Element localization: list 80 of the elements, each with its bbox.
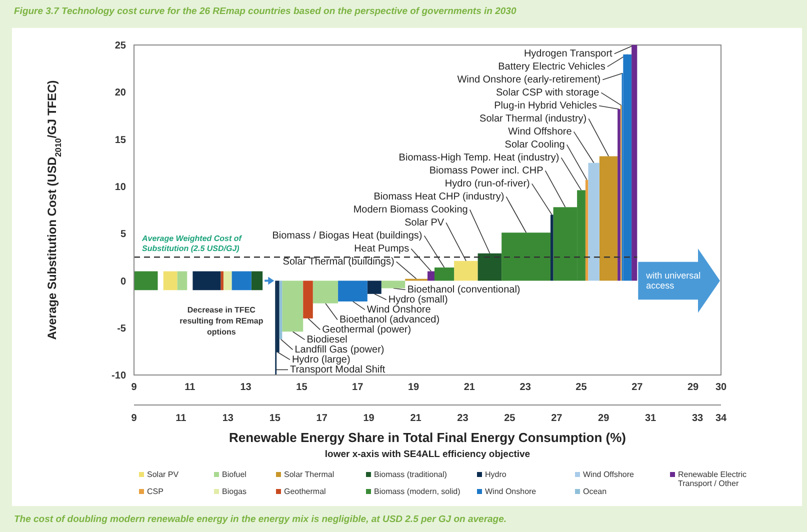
x2-tick-label: 27 <box>551 413 563 424</box>
annotation: Biomass / Biogas Heat (buildings) <box>272 230 422 242</box>
annotation: Battery Electric Vehicles <box>498 62 606 73</box>
annotation: Hydro (small) <box>388 294 448 306</box>
x-tick-label: 30 <box>715 382 727 394</box>
x-axis-title: Renewable Energy Share in Total Final Energy Consumption (%) <box>228 430 628 445</box>
y-tick-label: 10 <box>114 182 126 193</box>
annotation: Wind Onshore (early-retirement) <box>457 74 601 86</box>
y-tick-label: 15 <box>114 134 126 146</box>
x2-tick-label: 33 <box>692 413 704 424</box>
x-tick-label: 13 <box>240 382 252 394</box>
annotation: Hydro (large) <box>292 354 350 366</box>
legend-label: CSP <box>147 487 164 496</box>
x-tick-label: 27 <box>632 382 644 394</box>
x2-axis-title: lower x-axis with SE4ALL efficiency objective <box>324 449 532 460</box>
annotation: Biomass Heat CHP (industry) <box>374 192 504 203</box>
legend-label: Renewable Electric Transport / Other <box>678 470 748 488</box>
x-tick-label: 19 <box>408 382 420 394</box>
x-tick-label: 25 <box>576 382 588 394</box>
legend-label: Solar Thermal <box>284 470 334 479</box>
legend-label: Ocean <box>583 487 607 496</box>
annotation: Bioethanol (advanced) <box>339 314 440 326</box>
x2-tick-label: 13 <box>222 413 234 424</box>
annotation: Geothermal (power) <box>322 324 412 336</box>
ref-line-label: Average Weighted Cost of Substitution (2.5 USD/GJ) <box>141 234 243 254</box>
x2-tick-label: 29 <box>598 413 610 424</box>
annotation: Transport Modal Shift <box>290 364 386 376</box>
text: The cost of doubling modern renewable energy in the energy mix is negligible, at USD 2.5 per GJ on average. <box>14 514 507 525</box>
legend-label: Solar PV <box>147 470 179 479</box>
annotation: Solar CSP with storage <box>496 88 600 99</box>
annotation: Plug-in Hybrid Vehicles <box>494 100 597 112</box>
x-tick-label: 15 <box>296 382 308 394</box>
x2-tick-label: 11 <box>176 413 187 424</box>
annotation: Landfill Gas (power) <box>294 344 384 356</box>
x2-tick-label: 21 <box>410 413 422 424</box>
legend-label: Biofuel <box>222 470 246 479</box>
annotation: Solar Cooling <box>504 140 565 151</box>
annotation: Wind Offshore <box>508 126 572 138</box>
y-tick-label: 0 <box>120 276 126 288</box>
legend-label: Biogas <box>222 487 246 496</box>
y-tick-label: 5 <box>120 229 126 240</box>
legend-label: Geothermal <box>284 487 326 496</box>
x2-tick-label: 15 <box>269 413 281 424</box>
legend-label: Wind Offshore <box>583 470 634 479</box>
legend-label: Biomass (traditional) <box>374 470 447 479</box>
x2-tick-label: 23 <box>457 413 469 424</box>
x-tick-label: 21 <box>464 382 476 394</box>
x-tick-label: 23 <box>520 382 532 394</box>
x-tick-label: 9 <box>131 382 138 394</box>
x2-tick-label: 25 <box>504 413 516 424</box>
x-tick-label: 17 <box>352 382 364 394</box>
annotation: Solar Thermal (industry) <box>480 114 587 125</box>
y-tick-label: -10 <box>112 370 126 382</box>
x2-tick-label: 31 <box>644 413 657 424</box>
annotation: Modern Biomass Cooking <box>353 204 468 216</box>
annotation: Hydrogen Transport <box>524 48 613 60</box>
annotation: Bioethanol (conventional) <box>407 284 520 296</box>
annotation: Decrease in TFEC resulting from REmap options <box>180 306 264 337</box>
y-tick-label: 25 <box>114 40 126 52</box>
annotation: Biomass-High Temp. Heat (industry) <box>398 152 560 164</box>
x2-tick-label: 34 <box>715 413 727 424</box>
x-tick-label: 11 <box>184 382 196 394</box>
annotation: Heat Pumps <box>354 244 410 255</box>
y-tick-label: -5 <box>117 323 126 334</box>
x-tick-label: 29 <box>687 382 700 394</box>
legend-label: Biomass (modern, solid) <box>374 487 460 496</box>
x2-tick-label: 17 <box>316 413 328 424</box>
annotation: Hydro (run-of-river) <box>444 178 530 190</box>
x2-tick-label: 9 <box>131 413 138 424</box>
annotation: Solar Thermal (buildings) <box>282 256 394 268</box>
legend-label: Hydro <box>485 470 506 479</box>
y-tick-label: 20 <box>114 88 126 99</box>
x2-tick-label: 19 <box>363 413 375 424</box>
legend-label: Wind Onshore <box>485 487 536 496</box>
annotation: Biomass Power incl. CHP <box>429 166 544 177</box>
annotation: Solar PV <box>404 218 444 229</box>
chart-title: Figure 3.7 Technology cost curve for the 26 REmap countries based on the perspective of governments in 2030 <box>14 6 516 17</box>
annotation: Wind Onshore <box>366 304 432 316</box>
annotation: with universal access <box>645 270 701 291</box>
annotation: Biodiesel <box>306 334 348 346</box>
